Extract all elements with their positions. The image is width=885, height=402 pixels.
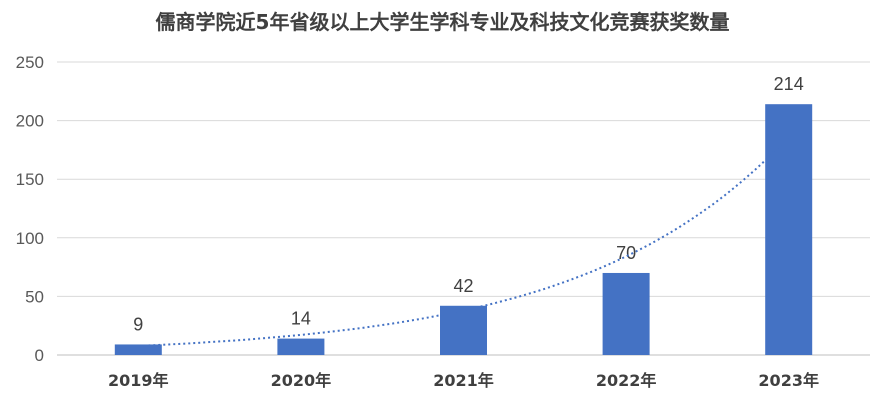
y-tick-label: 100 [16, 229, 44, 248]
data-label: 9 [133, 314, 143, 334]
x-tick-label: 2023年 [758, 371, 819, 390]
bar [602, 272, 650, 355]
x-tick-label: 2021年 [433, 371, 494, 390]
y-tick-label: 250 [16, 53, 44, 72]
x-tick-label: 2019年 [108, 371, 169, 390]
data-label: 214 [774, 74, 804, 94]
bar [114, 344, 162, 355]
x-tick-label: 2022年 [596, 371, 657, 390]
y-tick-label: 150 [16, 170, 44, 189]
y-tick-label: 200 [16, 112, 44, 131]
y-tick-label: 0 [35, 346, 44, 365]
data-label: 70 [616, 243, 636, 263]
bar [765, 104, 813, 355]
chart-title: 儒商学院近5年省级以上大学生学科专业及科技文化竞赛获奖数量 [155, 10, 730, 34]
bar [277, 338, 325, 355]
y-tick-label: 50 [25, 287, 44, 306]
data-label: 14 [291, 309, 311, 329]
x-tick-label: 2020年 [271, 371, 332, 390]
data-label: 42 [453, 276, 473, 296]
trendline [138, 136, 790, 347]
